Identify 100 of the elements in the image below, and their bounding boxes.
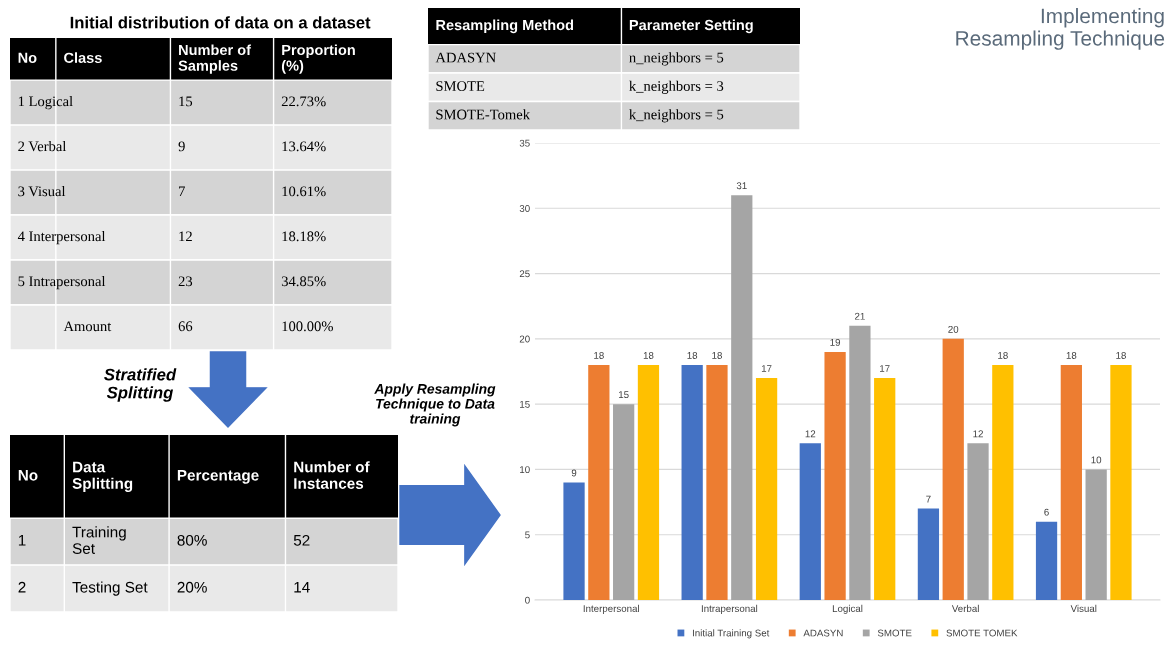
data-label: 12	[973, 430, 983, 438]
bar	[874, 378, 896, 600]
text: ADASYN	[435, 52, 496, 63]
data-label: 9	[571, 469, 577, 477]
text: 2	[18, 581, 26, 593]
y-tick-label: 10	[520, 466, 530, 474]
text: Apply Resampling Technique to Data training	[374, 383, 496, 427]
bar	[637, 364, 660, 600]
y-tick-label: 30	[519, 205, 530, 212]
category-label: Data Splitting	[72, 461, 133, 492]
text: 5 Intrapersonal	[18, 275, 106, 290]
data-label: 7	[926, 495, 931, 503]
data-label: 17	[880, 365, 890, 372]
bar	[992, 364, 1014, 600]
text: SMOTE	[436, 81, 485, 91]
bar	[613, 404, 635, 600]
bar	[1035, 521, 1058, 600]
text: Training Set	[72, 526, 126, 554]
bar	[1110, 364, 1132, 600]
text: 14	[294, 581, 310, 593]
text: 20%	[177, 581, 207, 593]
y-tick-label: 35	[519, 139, 530, 147]
category-label: No	[18, 52, 37, 63]
chart-title: Implementing Resampling Technique	[956, 8, 1165, 50]
text: 2 Verbal	[18, 140, 67, 152]
data-label: 12	[805, 430, 816, 438]
y-tick-label: 5	[525, 531, 530, 539]
data-label: 20	[948, 325, 959, 333]
data-label: 31	[736, 182, 747, 190]
data-label: 10	[1091, 456, 1102, 464]
x-tick-label: Logical	[832, 604, 863, 614]
bar	[917, 508, 940, 600]
data-label: 6	[1044, 508, 1049, 516]
text: 66	[178, 321, 193, 332]
text: Stratified Splitting	[104, 368, 177, 402]
bar	[799, 443, 821, 600]
text: 10.61%	[282, 186, 326, 197]
text: 4 Interpersonal	[17, 230, 106, 245]
bar	[1060, 364, 1082, 600]
bar	[849, 325, 871, 600]
text: n_neighbors = 5	[629, 52, 724, 66]
data-label: 17	[761, 365, 772, 372]
category-label: Class	[64, 52, 102, 63]
y-tick-label: 0	[525, 596, 530, 604]
text: 34.85%	[281, 276, 326, 287]
bar	[967, 443, 989, 600]
bar	[1085, 469, 1107, 600]
text: 15	[179, 96, 193, 107]
category-label: Number of Samples	[178, 44, 252, 74]
data-label: 15	[618, 391, 629, 399]
x-tick-label: Visual	[1070, 604, 1097, 612]
category-label: Number of Instances	[294, 461, 370, 489]
text: 3 Visual	[18, 185, 66, 197]
data-label: 18	[643, 352, 654, 359]
text: 7	[179, 186, 185, 197]
x-tick-label: Interpersonal	[583, 604, 639, 614]
category-label: Resampling Method	[436, 19, 574, 34]
text: Initial distribution of data on a dataset	[70, 16, 371, 29]
text: Amount	[63, 321, 112, 332]
data-label: 18	[712, 352, 722, 359]
text: 12	[179, 231, 192, 242]
category-label: Percentage	[177, 469, 259, 484]
text: 52	[293, 534, 310, 546]
text: k_neighbors = 3	[629, 80, 724, 94]
y-tick-label: 15	[520, 400, 530, 408]
data-label: 18	[687, 352, 698, 359]
legend-label: Initial Training Set	[692, 629, 770, 639]
x-tick-label: Intrapersonal	[701, 604, 758, 614]
x-tick-label: Verbal	[951, 604, 979, 612]
text: Testing Set	[72, 581, 148, 596]
legend-label: SMOTE TOMEK	[946, 629, 1018, 637]
text: SMOTE-Tomek	[436, 109, 531, 120]
text: 22.73%	[281, 96, 326, 107]
data-label: 18	[998, 352, 1008, 359]
legend-label: ADASYN	[803, 629, 843, 637]
data-label: 18	[594, 352, 604, 359]
data-label: 18	[1066, 352, 1077, 359]
category-label: Proportion (%)	[281, 44, 355, 74]
text: 80%	[177, 534, 207, 546]
text: 100.00%	[282, 321, 333, 332]
bar	[731, 195, 753, 600]
y-tick-label: 20	[519, 335, 530, 343]
legend-label: SMOTE	[877, 629, 912, 637]
bar	[706, 364, 728, 600]
text: 13.64%	[282, 141, 326, 152]
bar	[824, 351, 846, 600]
text: 1 Logical	[18, 95, 73, 110]
text: 18.18%	[282, 231, 326, 242]
data-label: 21	[854, 312, 865, 320]
category-label: No	[18, 470, 38, 481]
data-label: 18	[1116, 352, 1126, 359]
bar	[681, 364, 703, 600]
bar	[755, 378, 778, 600]
bar	[942, 338, 964, 600]
text: 9	[178, 141, 185, 152]
text: k_neighbors = 5	[629, 109, 724, 123]
bar	[588, 364, 610, 600]
bar	[563, 482, 585, 600]
y-tick-label: 25	[519, 270, 530, 278]
category-label: Parameter Setting	[629, 19, 753, 34]
